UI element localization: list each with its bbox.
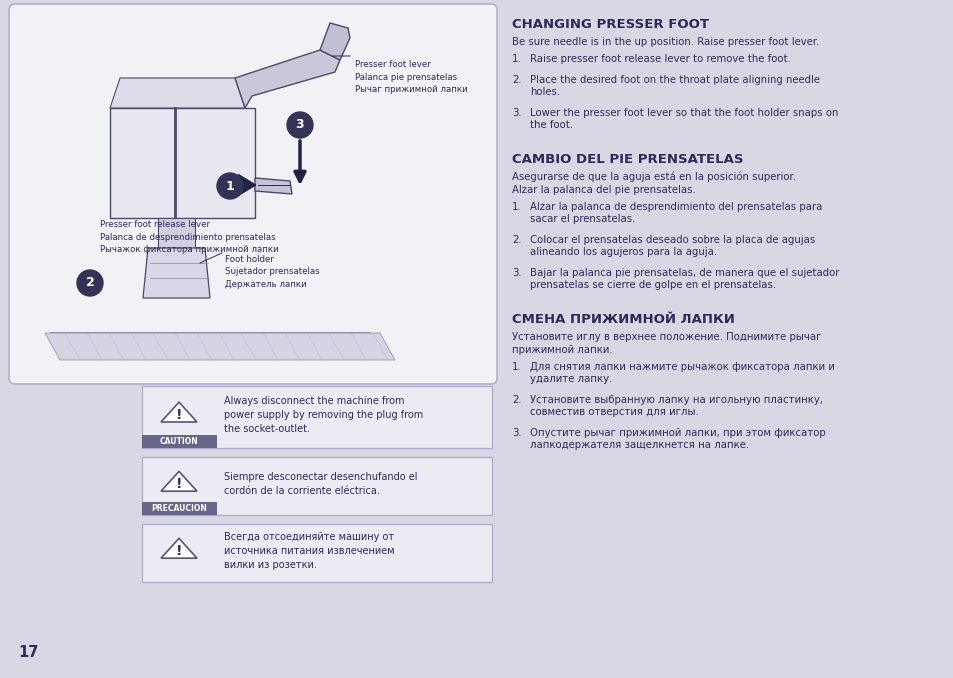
Circle shape xyxy=(216,173,243,199)
FancyBboxPatch shape xyxy=(9,4,497,384)
Polygon shape xyxy=(218,174,255,196)
Text: !: ! xyxy=(175,408,182,422)
Polygon shape xyxy=(50,333,390,358)
Text: 2.: 2. xyxy=(512,235,521,245)
Text: Colocar el prensatelas deseado sobre la placa de agujas: Colocar el prensatelas deseado sobre la … xyxy=(530,235,815,245)
Text: 3.: 3. xyxy=(512,108,521,118)
Text: the foot.: the foot. xyxy=(530,120,573,130)
Text: 1.: 1. xyxy=(512,54,521,64)
Circle shape xyxy=(77,270,103,296)
Text: Для снятия лапки нажмите рычажок фиксатора лапки и: Для снятия лапки нажмите рычажок фиксато… xyxy=(530,362,834,372)
Text: CHANGING PRESSER FOOT: CHANGING PRESSER FOOT xyxy=(512,18,708,31)
Text: 2: 2 xyxy=(86,277,94,290)
Text: Alzar la palanca del pie prensatelas.: Alzar la palanca del pie prensatelas. xyxy=(512,185,695,195)
Text: Presser foot release lever
Palanca de desprendimiento prensatelas
Рычажок фиксат: Presser foot release lever Palanca de de… xyxy=(100,220,278,254)
Text: Raise presser foot release lever to remove the foot.: Raise presser foot release lever to remo… xyxy=(530,54,790,64)
Text: !: ! xyxy=(175,477,182,491)
Polygon shape xyxy=(161,471,196,491)
Text: СМЕНА ПРИЖИМНОЙ ЛАПКИ: СМЕНА ПРИЖИМНОЙ ЛАПКИ xyxy=(512,313,734,326)
Text: PRECAUCION: PRECAUCION xyxy=(151,504,207,513)
Text: 2.: 2. xyxy=(512,75,521,85)
Text: 3.: 3. xyxy=(512,428,521,438)
Text: совместив отверстия для иглы.: совместив отверстия для иглы. xyxy=(530,407,698,417)
Polygon shape xyxy=(45,333,395,360)
Polygon shape xyxy=(161,402,196,422)
Text: 1: 1 xyxy=(226,180,234,193)
Text: 2.: 2. xyxy=(512,395,521,405)
Text: Alzar la palanca de desprendimiento del prensatelas para: Alzar la palanca de desprendimiento del … xyxy=(530,202,821,212)
Polygon shape xyxy=(158,218,194,248)
Text: !: ! xyxy=(175,544,182,558)
Text: Always disconnect the machine from
power supply by removing the plug from
the so: Always disconnect the machine from power… xyxy=(224,397,423,434)
Polygon shape xyxy=(319,23,350,60)
Polygon shape xyxy=(161,538,196,558)
Text: Lower the presser foot lever so that the foot holder snaps on: Lower the presser foot lever so that the… xyxy=(530,108,838,118)
Text: Foot holder
Sujetador prensatelas
Держатель лапки: Foot holder Sujetador prensatelas Держат… xyxy=(225,255,319,289)
Text: Siempre desconectar desenchufando el
cordón de la corriente eléctrica.: Siempre desconectar desenchufando el cor… xyxy=(224,472,417,496)
FancyBboxPatch shape xyxy=(142,502,216,515)
Text: лапкодержателя защелкнется на лапке.: лапкодержателя защелкнется на лапке. xyxy=(530,440,748,450)
FancyBboxPatch shape xyxy=(142,524,492,582)
Text: удалите лапку.: удалите лапку. xyxy=(530,374,612,384)
Text: Установите выбранную лапку на игольную пластинку,: Установите выбранную лапку на игольную п… xyxy=(530,395,822,405)
Text: Установите иглу в верхнее положение. Поднимите рычаг: Установите иглу в верхнее положение. Под… xyxy=(512,332,821,342)
Text: Всегда отсоединяйте машину от
источника питания извлечением
вилки из розетки.: Всегда отсоединяйте машину от источника … xyxy=(224,532,395,570)
Text: Опустите рычаг прижимной лапки, при этом фиксатор: Опустите рычаг прижимной лапки, при этом… xyxy=(530,428,825,438)
Polygon shape xyxy=(110,108,254,218)
Text: 1.: 1. xyxy=(512,202,521,212)
Circle shape xyxy=(287,112,313,138)
Text: prensatelas se cierre de golpe en el prensatelas.: prensatelas se cierre de golpe en el pre… xyxy=(530,280,776,290)
Text: Presser foot lever
Palanca pie prensatelas
Рычаг прижимной лапки: Presser foot lever Palanca pie prensatel… xyxy=(355,60,467,94)
Text: alineando los agujeros para la aguja.: alineando los agujeros para la aguja. xyxy=(530,247,717,257)
Text: 3.: 3. xyxy=(512,268,521,278)
FancyBboxPatch shape xyxy=(142,457,492,515)
Polygon shape xyxy=(110,78,245,108)
Text: Place the desired foot on the throat plate aligning needle: Place the desired foot on the throat pla… xyxy=(530,75,820,85)
FancyBboxPatch shape xyxy=(142,386,492,448)
Polygon shape xyxy=(234,50,339,108)
Text: 1.: 1. xyxy=(512,362,521,372)
Text: sacar el prensatelas.: sacar el prensatelas. xyxy=(530,214,635,224)
Text: CAUTION: CAUTION xyxy=(159,437,198,446)
Text: holes.: holes. xyxy=(530,87,559,97)
Text: Bajar la palanca pie prensatelas, de manera que el sujetador: Bajar la palanca pie prensatelas, de man… xyxy=(530,268,839,278)
Text: прижимной лапки.: прижимной лапки. xyxy=(512,345,612,355)
Text: 3: 3 xyxy=(295,119,304,132)
Text: Asegurarse de que la aguja está en la posición superior.: Asegurarse de que la aguja está en la po… xyxy=(512,172,795,182)
Text: CAMBIO DEL PIE PRENSATELAS: CAMBIO DEL PIE PRENSATELAS xyxy=(512,153,742,166)
FancyBboxPatch shape xyxy=(142,435,216,448)
Polygon shape xyxy=(254,178,292,194)
Polygon shape xyxy=(143,248,210,298)
Text: Be sure needle is in the up position. Raise presser foot lever.: Be sure needle is in the up position. Ra… xyxy=(512,37,819,47)
Text: 17: 17 xyxy=(18,645,38,660)
